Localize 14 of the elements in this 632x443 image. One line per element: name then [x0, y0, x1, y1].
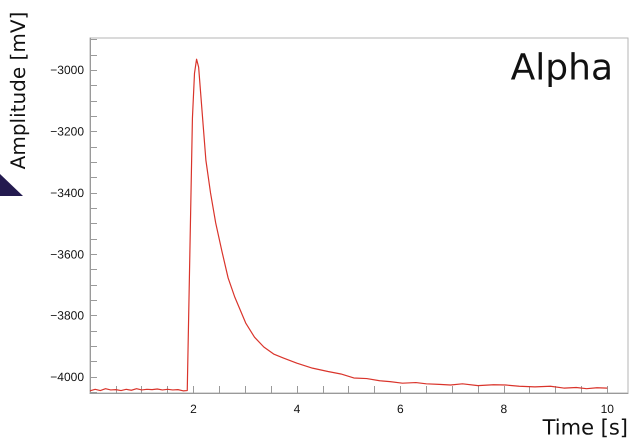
x-axis-title: Time [s]: [542, 416, 628, 440]
y-tick-label: −3000: [50, 63, 84, 78]
y-axis-title: Amplitude [mV]: [6, 12, 30, 170]
y-tick-label: −3800: [50, 308, 84, 323]
x-tick-label: 10: [600, 402, 614, 416]
x-tick-label: 8: [500, 402, 508, 416]
x-tick-label: 2: [190, 402, 198, 416]
y-tick-label: −3200: [50, 124, 84, 139]
y-tick-label: −4000: [50, 370, 84, 384]
chart-title: Alpha: [510, 48, 613, 88]
y-tick-label: −3400: [50, 186, 84, 200]
x-tick-label: 4: [294, 402, 301, 416]
y-tick-label: −3600: [50, 247, 84, 262]
x-tick-label: 6: [397, 402, 404, 416]
